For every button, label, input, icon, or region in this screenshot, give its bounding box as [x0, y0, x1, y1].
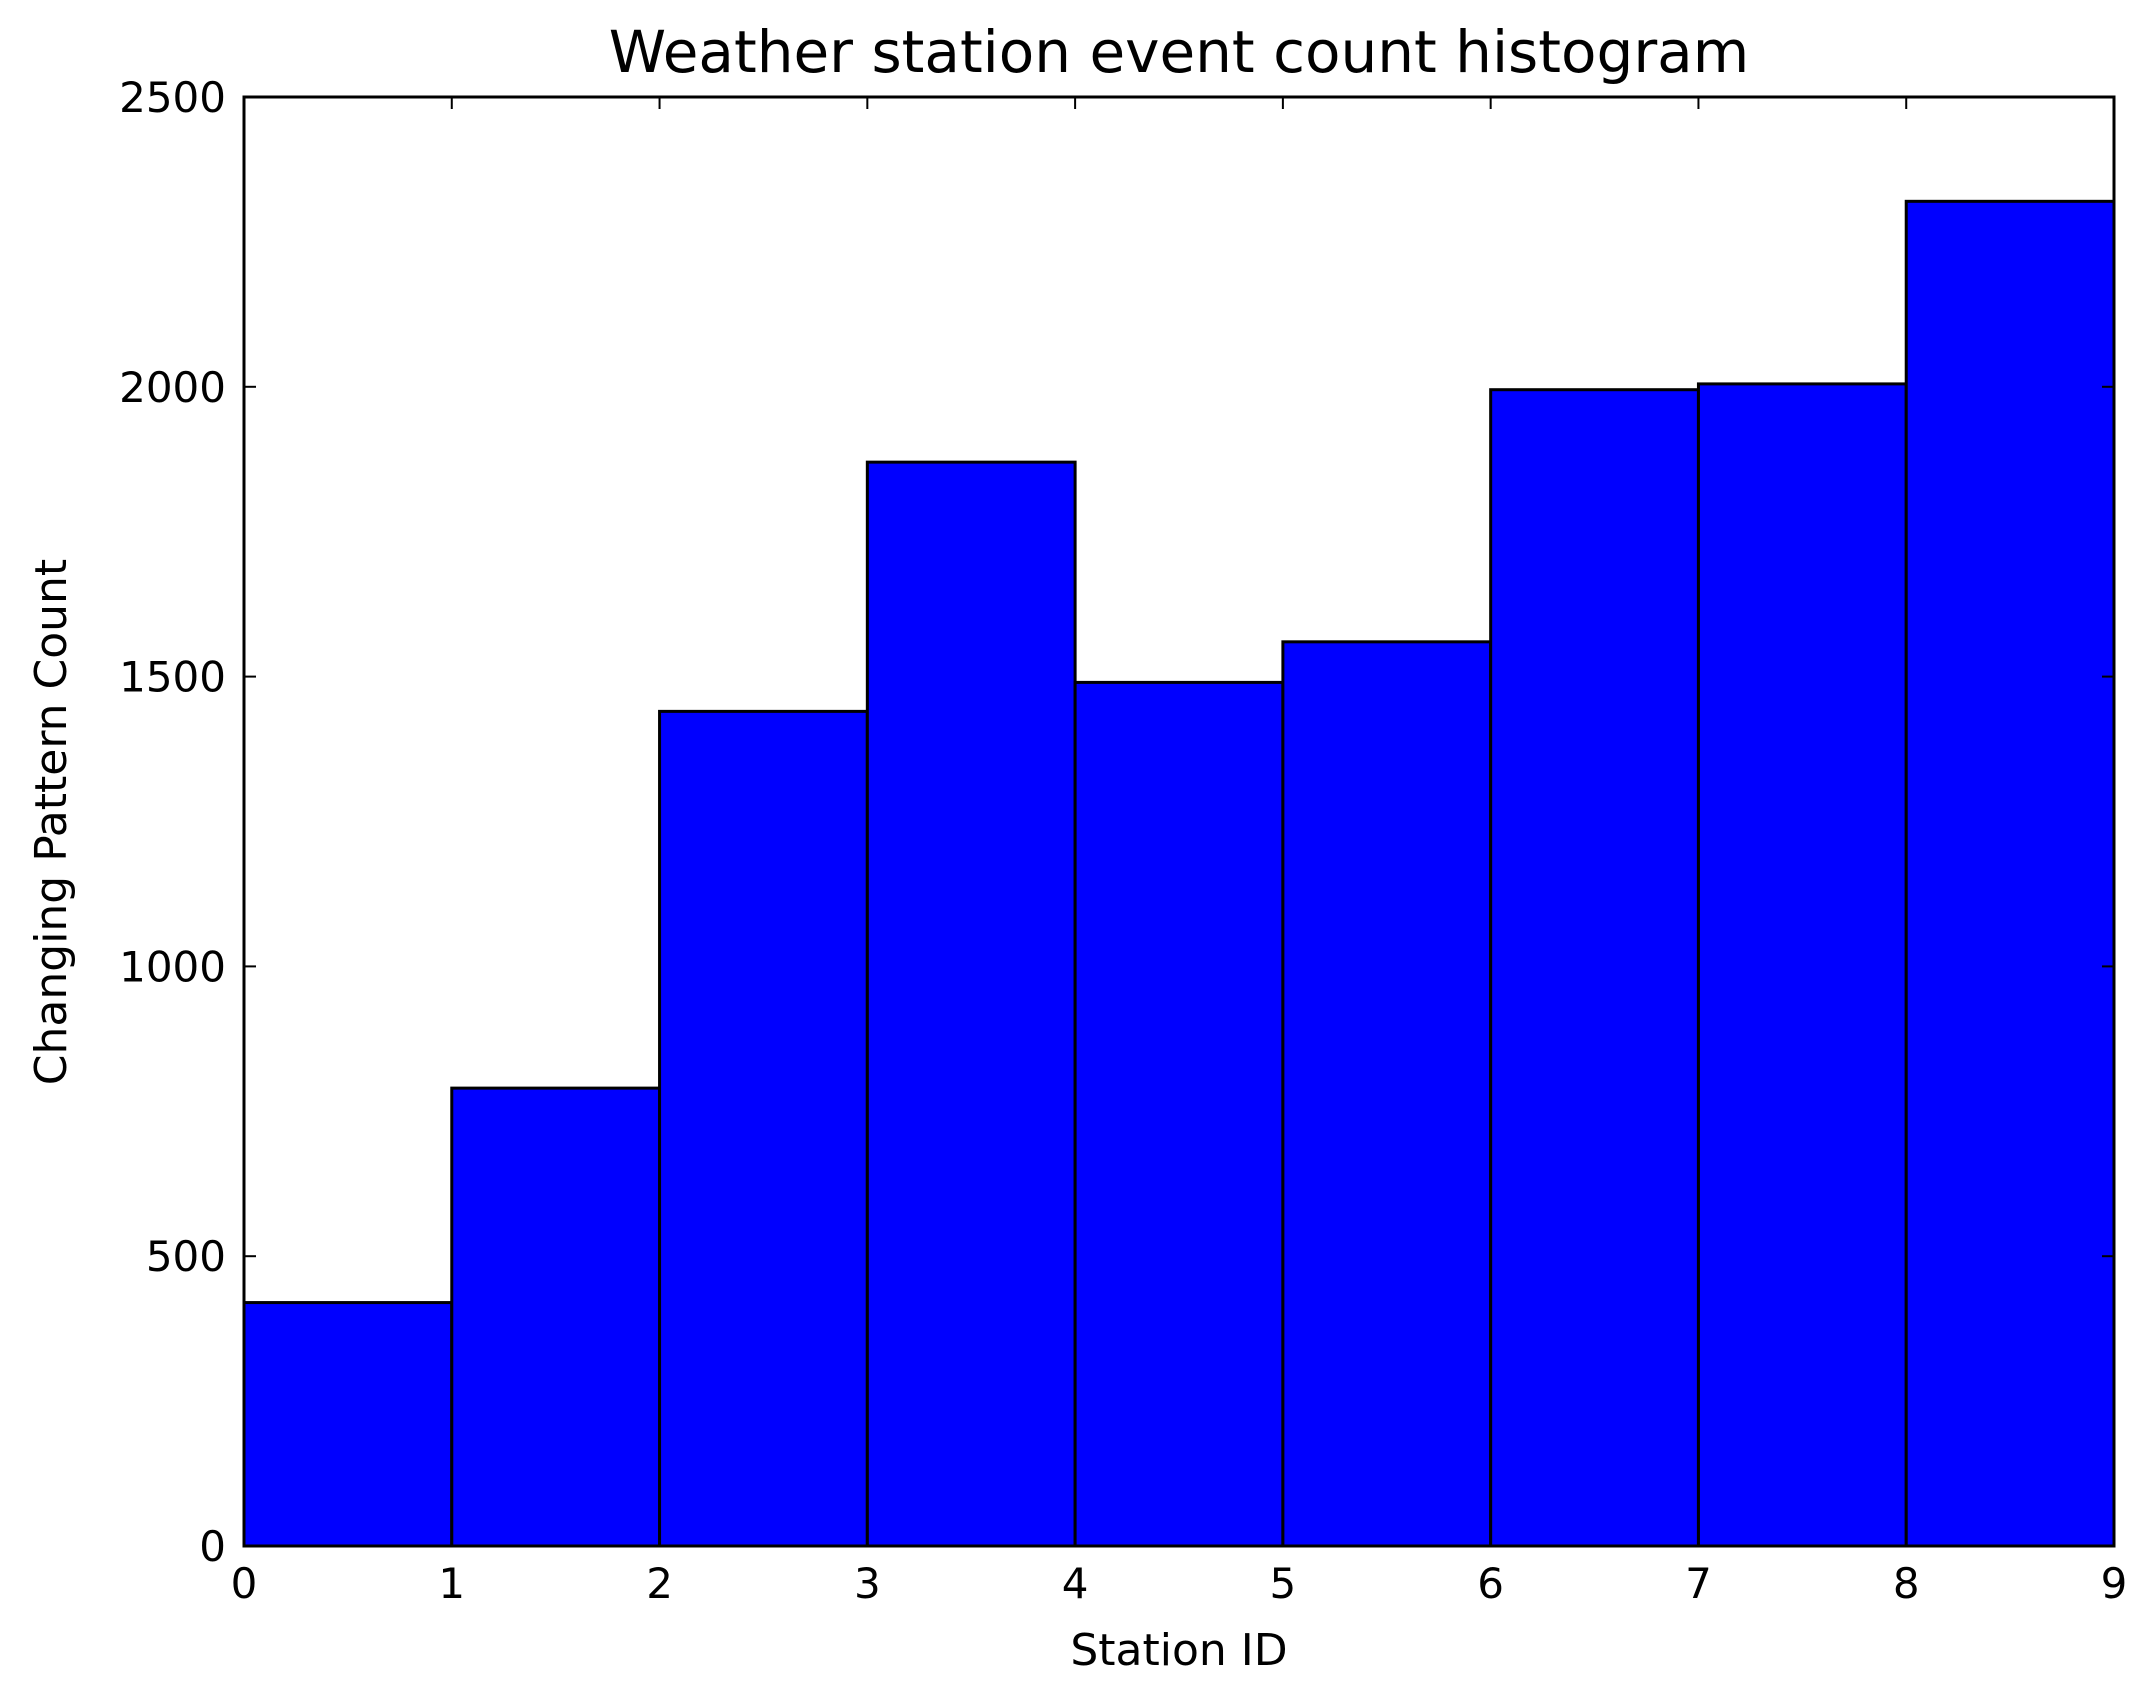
y-tick-label-2: 1000	[119, 942, 226, 991]
y-tick-label-1: 500	[146, 1232, 226, 1281]
x-axis-label: Station ID	[1070, 1625, 1287, 1676]
histogram-bar-5	[1281, 640, 1493, 1548]
x-tick-label-0: 0	[231, 1559, 258, 1608]
histogram-bar-8	[1904, 199, 2116, 1548]
bars-group	[242, 199, 2116, 1548]
histogram-bar-4	[1073, 680, 1285, 1548]
plot-frame	[242, 95, 2116, 1548]
histogram-bar-0	[242, 1301, 454, 1548]
y-axis-label: Changing Pattern Count	[26, 559, 77, 1085]
x-tick-label-9: 9	[2101, 1559, 2128, 1608]
histogram-bar-1	[450, 1086, 662, 1548]
x-tick-label-5: 5	[1270, 1559, 1297, 1608]
x-tick-label-2: 2	[646, 1559, 673, 1608]
histogram-bar-6	[1489, 388, 1700, 1548]
x-tick-label-6: 6	[1477, 1559, 1504, 1608]
histogram-bar-2	[658, 709, 869, 1548]
x-tick-label-3: 3	[854, 1559, 881, 1608]
x-tick-label-4: 4	[1062, 1559, 1089, 1608]
y-tick-label-3: 1500	[119, 653, 226, 702]
histogram-bar-3	[865, 460, 1077, 1548]
y-tick-label-4: 2000	[119, 363, 226, 412]
y-tick-label-0: 0	[199, 1522, 226, 1571]
ticks-group	[243, 96, 2115, 1547]
histogram-bar-7	[1696, 382, 1908, 1548]
x-tick-label-7: 7	[1685, 1559, 1712, 1608]
y-tick-label-5: 2500	[119, 73, 226, 122]
chart-title: Weather station event count histogram	[609, 18, 1749, 86]
x-tick-label-1: 1	[438, 1559, 465, 1608]
tick-labels-group: 0 1 2 3 4 5 6 7 8 9 0 500 1000 1500 2000 2500	[119, 73, 2127, 1608]
x-tick-label-8: 8	[1893, 1559, 1920, 1608]
